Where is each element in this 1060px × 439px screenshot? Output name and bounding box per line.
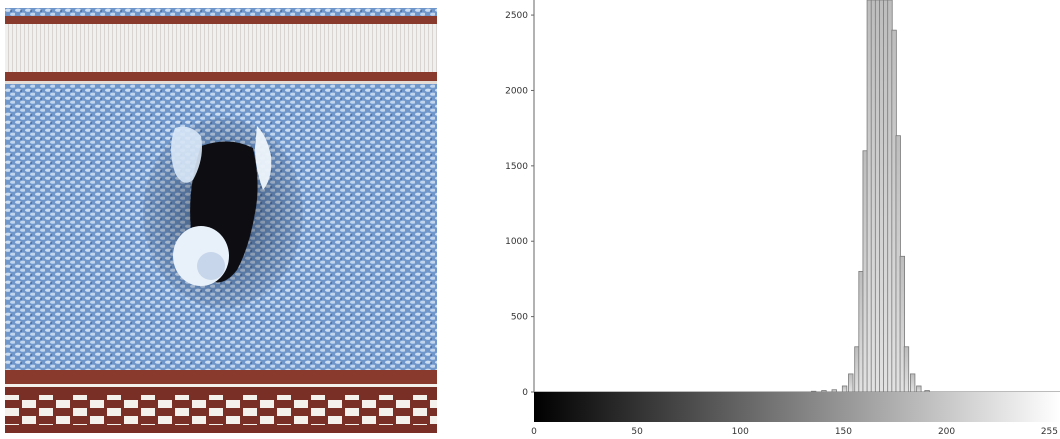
y-tick-label: 2500 <box>505 11 528 21</box>
x-tick-label: 255 <box>1041 427 1058 437</box>
y-tick-label: 1500 <box>505 162 528 172</box>
x-tick-label: 200 <box>938 427 955 437</box>
frayed-threads-left <box>171 126 202 183</box>
bottom-red-edge <box>5 425 437 433</box>
frayed-threads-right <box>255 126 272 190</box>
x-tick-label: 50 <box>631 427 643 437</box>
bottom-checker-stripe <box>5 395 437 425</box>
histogram-bar <box>841 385 848 393</box>
top-red-stripe-2 <box>5 72 437 81</box>
plot-background <box>534 0 1060 392</box>
histogram-bar <box>909 373 916 393</box>
histogram-bar <box>903 346 910 393</box>
x-tick-label: 100 <box>732 427 749 437</box>
bottom-white-line <box>5 384 437 387</box>
top-ribbing-stripe <box>5 24 437 72</box>
x-axis-ticks: 0 50 100 150 200 255 <box>531 427 1058 437</box>
x-tick-label: 0 <box>531 427 537 437</box>
histogram-bar <box>848 373 854 393</box>
histogram-bar <box>916 385 922 393</box>
y-tick-label: 0 <box>522 388 528 398</box>
y-tick-label: 2000 <box>505 86 528 96</box>
x-tick-label: 150 <box>835 427 852 437</box>
bottom-red-stripe <box>5 370 437 384</box>
histogram-chart: 0 500 1000 1500 2000 2500 0 50 100 150 200 255 <box>505 0 1060 437</box>
grayscale-colorbar <box>534 392 1060 422</box>
frayed-tuft-shade <box>197 252 225 280</box>
bottom-red-stripe-2 <box>5 387 437 395</box>
fabric-image <box>5 8 437 433</box>
y-tick-label: 500 <box>511 313 528 323</box>
y-axis-ticks: 0 500 1000 1500 2000 2500 <box>505 11 534 398</box>
y-tick-label: 1000 <box>505 237 528 247</box>
top-red-stripe <box>5 16 437 24</box>
top-white-line <box>5 81 437 84</box>
